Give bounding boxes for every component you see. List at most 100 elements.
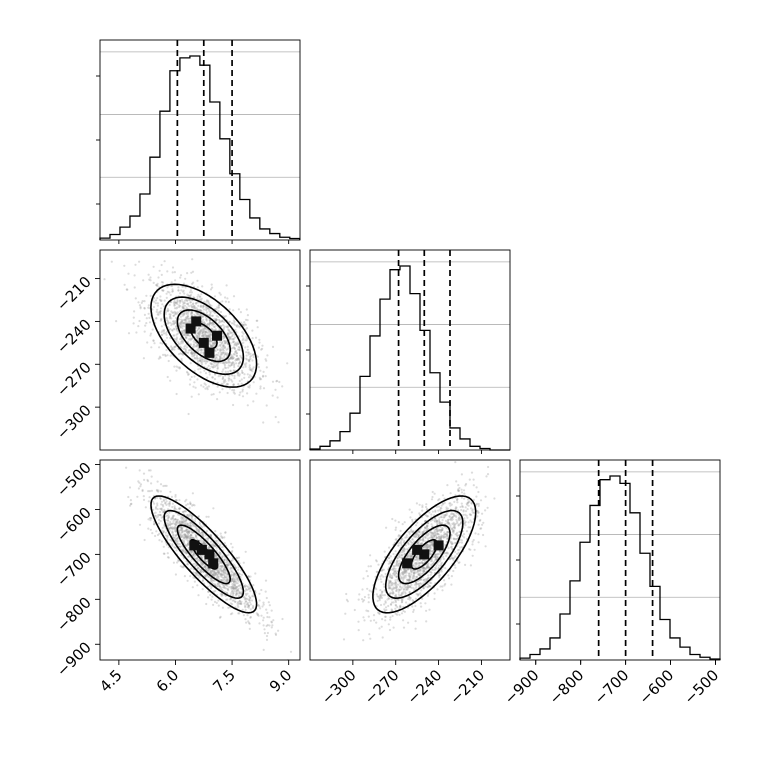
- scatter-point: [238, 584, 241, 587]
- scatter-point: [388, 628, 392, 632]
- scatter-point: [209, 310, 212, 313]
- scatter-point: [244, 606, 247, 609]
- scatter-point: [179, 276, 182, 279]
- scatter-point: [180, 330, 184, 334]
- scatter-point: [162, 530, 165, 534]
- scatter-point: [175, 392, 178, 396]
- scatter-point: [460, 502, 463, 505]
- scatter-point: [237, 594, 240, 597]
- scatter-point: [187, 294, 190, 298]
- density-bin: [196, 544, 207, 555]
- scatter-point: [233, 392, 236, 395]
- scatter-point: [138, 469, 141, 472]
- scatter-point: [171, 502, 174, 505]
- scatter-point: [170, 281, 173, 284]
- scatter-point: [228, 586, 231, 589]
- scatter-point: [172, 514, 175, 518]
- scatter-point: [218, 319, 221, 322]
- scatter-point: [437, 509, 440, 512]
- scatter-point: [206, 360, 209, 363]
- scatter-point: [168, 502, 171, 505]
- scatter-point: [424, 602, 427, 605]
- scatter-point: [234, 350, 237, 353]
- scatter-point: [210, 327, 213, 330]
- scatter-point: [240, 600, 243, 603]
- scatter-point: [162, 330, 165, 333]
- scatter-point: [214, 555, 217, 558]
- scatter-point: [222, 327, 226, 330]
- scatter-point: [239, 361, 242, 364]
- scatter-point: [166, 322, 169, 325]
- scatter-point: [223, 339, 226, 342]
- scatter-point: [179, 522, 182, 525]
- scatter-point: [246, 348, 249, 351]
- scatter-point: [394, 579, 397, 582]
- scatter-point: [235, 324, 238, 327]
- scatter-point: [219, 579, 222, 582]
- scatter-point: [221, 574, 224, 577]
- scatter-point: [179, 304, 182, 308]
- scatter-point: [173, 505, 176, 508]
- scatter-point: [205, 574, 209, 577]
- scatter-point: [153, 300, 156, 303]
- scatter-point: [346, 600, 349, 603]
- scatter-point: [379, 594, 383, 597]
- scatter-point: [183, 322, 186, 325]
- scatter-point: [185, 529, 188, 532]
- scatter-point: [240, 321, 243, 324]
- scatter-point: [147, 469, 151, 472]
- scatter-point: [115, 320, 118, 323]
- scatter-point: [515, 476, 517, 478]
- scatter-point: [218, 567, 221, 570]
- scatter-point: [207, 575, 210, 578]
- scatter-point: [149, 519, 152, 522]
- scatter-point: [226, 332, 229, 335]
- scatter-point: [244, 585, 247, 588]
- scatter-point: [411, 569, 414, 572]
- scatter-point: [465, 482, 468, 486]
- scatter-point: [251, 595, 254, 598]
- scatter-point: [169, 526, 172, 529]
- scatter-point: [189, 534, 192, 537]
- scatter-point: [184, 534, 187, 537]
- scatter-point: [161, 509, 164, 512]
- scatter-point: [379, 589, 382, 592]
- scatter-point: [415, 524, 418, 527]
- scatter-point: [160, 503, 163, 506]
- scatter-point: [201, 328, 204, 331]
- scatter-point: [228, 377, 231, 380]
- scatter-point: [156, 508, 159, 511]
- scatter-point: [219, 532, 222, 535]
- scatter-point: [208, 319, 211, 322]
- scatter-point: [234, 587, 237, 590]
- scatter-point: [193, 504, 196, 507]
- scatter-point: [462, 533, 466, 536]
- scatter-point: [171, 329, 174, 332]
- scatter-point: [183, 510, 187, 513]
- scatter-point: [167, 309, 170, 312]
- scatter-point: [200, 537, 203, 540]
- scatter-point: [186, 579, 189, 582]
- scatter-point: [412, 574, 415, 578]
- scatter-point: [428, 608, 431, 611]
- scatter-point: [200, 334, 203, 338]
- scatter-point: [230, 569, 233, 572]
- scatter-point: [179, 338, 182, 341]
- scatter-point: [223, 575, 227, 578]
- scatter-point: [223, 576, 226, 579]
- scatter-point: [209, 314, 212, 317]
- scatter-point: [221, 361, 224, 365]
- scatter-point: [207, 334, 210, 337]
- scatter-point: [245, 621, 248, 624]
- scatter-point: [170, 285, 174, 288]
- scatter-point: [175, 365, 178, 368]
- scatter-point: [398, 562, 401, 565]
- scatter-point: [209, 340, 212, 343]
- scatter-point: [170, 495, 173, 498]
- scatter-point: [231, 599, 234, 602]
- scatter-point: [255, 612, 258, 615]
- scatter-point: [186, 522, 189, 525]
- scatter-point: [221, 569, 225, 572]
- scatter-point: [210, 571, 213, 574]
- scatter-point: [264, 375, 267, 378]
